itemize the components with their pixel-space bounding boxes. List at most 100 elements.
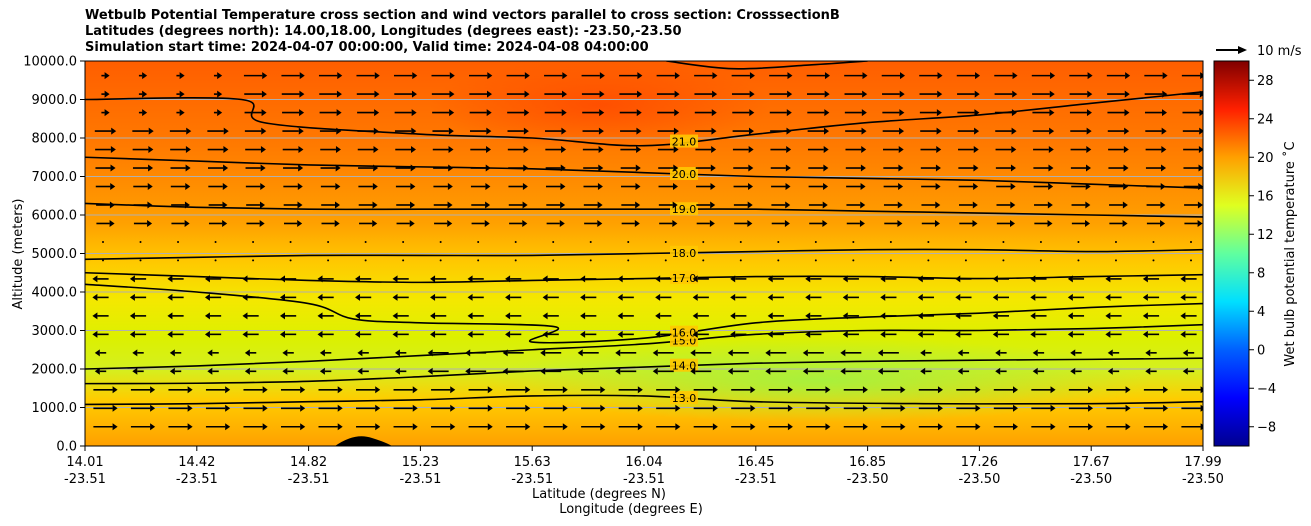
wind-vector-head <box>862 423 868 431</box>
y-tick-label: 6000.0 <box>32 209 78 224</box>
wind-vector <box>927 240 930 243</box>
wind-vector <box>289 240 292 243</box>
wind-vector <box>1181 423 1203 431</box>
wind-vector <box>621 183 641 191</box>
wind-vector-head <box>898 164 904 172</box>
wind-vector-head <box>447 201 453 209</box>
wind-vector-head <box>880 312 886 320</box>
wind-vector-head <box>430 275 436 283</box>
wind-vector <box>207 146 229 154</box>
wind-vector <box>1142 275 1160 283</box>
wind-vector-head <box>747 219 753 227</box>
wind-vector-head <box>129 275 135 283</box>
wind-vector-dot <box>702 259 705 262</box>
wind-vector <box>1107 367 1120 375</box>
wind-vector-head <box>1085 183 1091 191</box>
wind-vector <box>96 201 115 209</box>
wind-vector <box>880 293 897 301</box>
wind-vector <box>618 404 643 412</box>
wind-vector-dot <box>814 240 817 243</box>
wind-vector <box>656 423 681 431</box>
colorbar-tick-label: −4 <box>1257 382 1276 397</box>
wind-vector <box>621 201 641 209</box>
wind-vector <box>1114 240 1117 243</box>
wind-vector-head <box>217 109 223 117</box>
wind-vector <box>919 90 943 98</box>
wind-vector-head <box>750 386 756 394</box>
wind-vector <box>364 259 367 262</box>
wind-vector-head <box>842 275 848 283</box>
wind-vector <box>467 312 484 320</box>
wind-vector-head <box>635 201 641 209</box>
wind-vector <box>955 312 972 320</box>
wind-vector <box>1145 349 1157 357</box>
wind-vector <box>1109 219 1128 227</box>
wind-vector <box>432 109 455 117</box>
wind-vector-head <box>335 164 341 172</box>
wind-vector <box>802 367 824 375</box>
wind-vector-head <box>637 386 643 394</box>
wind-vector <box>507 127 529 135</box>
wind-vector <box>242 275 259 283</box>
wind-vector-head <box>861 146 867 154</box>
wind-vector <box>1030 330 1047 338</box>
wind-vector <box>1108 146 1129 154</box>
wind-vector-head <box>217 72 223 80</box>
wind-vector-head <box>1085 201 1091 209</box>
wind-vector <box>101 109 110 117</box>
wind-vector <box>1106 72 1131 80</box>
wind-vector <box>880 312 897 320</box>
wind-vector <box>805 275 822 283</box>
wind-vector <box>889 259 892 262</box>
wind-vector-head <box>899 109 905 117</box>
wind-vector <box>509 219 528 227</box>
wind-vector-dot <box>289 259 292 262</box>
wind-vector-head <box>1142 275 1148 283</box>
wind-vector <box>777 240 780 243</box>
wind-vector-head <box>786 146 792 154</box>
wind-vector <box>957 367 970 375</box>
wind-vector <box>581 90 605 98</box>
wind-vector-head <box>92 293 98 301</box>
wind-vector-dot <box>514 240 517 243</box>
wind-vector <box>505 275 522 283</box>
wind-vector <box>918 386 943 394</box>
wind-vector <box>846 201 866 209</box>
wind-vector <box>767 275 784 283</box>
wind-vector <box>396 219 415 227</box>
wind-vector-head <box>1049 109 1055 117</box>
wind-vector-head <box>1125 423 1131 431</box>
wind-vector-head <box>132 367 138 375</box>
wind-vector-head <box>580 275 586 283</box>
wind-vector-head <box>223 164 229 172</box>
wind-vector-head <box>411 127 417 135</box>
wind-vector <box>584 219 603 227</box>
wind-vector-head <box>112 404 118 412</box>
wind-vector <box>881 404 906 412</box>
wind-vector <box>731 404 756 412</box>
wind-vector-head <box>147 219 153 227</box>
wind-vector <box>964 259 967 262</box>
wind-vector-head <box>262 72 268 80</box>
wind-vector-dot <box>964 259 967 262</box>
wind-vector-dot <box>102 240 104 243</box>
wind-vector-head <box>542 293 548 301</box>
wind-vector-head <box>748 127 754 135</box>
wind-vector <box>1182 127 1203 135</box>
wind-vector-head <box>1049 90 1055 98</box>
wind-vector <box>242 330 259 338</box>
wind-vector <box>770 164 791 172</box>
wind-vector-head <box>711 146 717 154</box>
wind-vector-head <box>1030 330 1036 338</box>
wind-vector-head <box>1050 404 1056 412</box>
wind-vector <box>1039 240 1042 243</box>
wind-vector-dot <box>739 240 742 243</box>
wind-vector-dot <box>589 259 592 262</box>
wind-vector-head <box>167 275 173 283</box>
wind-vector-head <box>337 72 343 80</box>
wind-vector-dot <box>964 240 967 243</box>
wind-vector-head <box>487 423 493 431</box>
wind-vector <box>881 386 906 394</box>
wind-vector-head <box>824 109 830 117</box>
wind-vector <box>844 109 867 117</box>
